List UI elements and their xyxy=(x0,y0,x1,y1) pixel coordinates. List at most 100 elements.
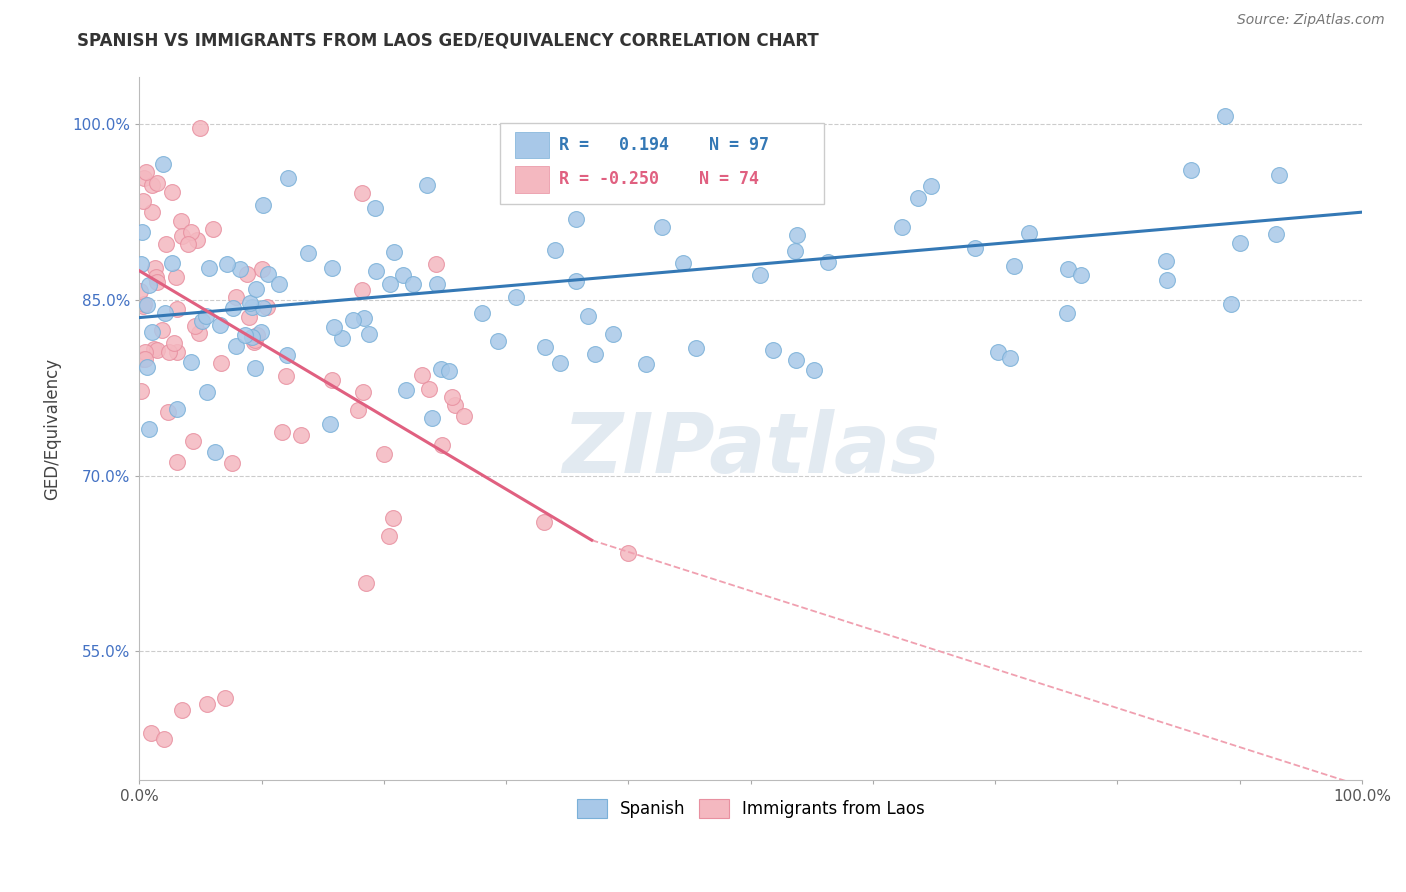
Point xyxy=(965,241,987,255)
Point xyxy=(378,529,401,543)
Point xyxy=(342,313,364,327)
Point xyxy=(166,345,188,359)
Point xyxy=(201,222,224,236)
Point xyxy=(141,726,163,740)
Point xyxy=(297,246,319,260)
FancyBboxPatch shape xyxy=(515,131,548,158)
Point xyxy=(214,691,236,706)
Point xyxy=(1070,268,1092,282)
Point xyxy=(195,384,218,399)
Point xyxy=(136,298,159,312)
Point xyxy=(651,220,673,235)
Point xyxy=(395,383,418,397)
Point xyxy=(250,262,273,277)
Point xyxy=(402,277,425,291)
Point xyxy=(430,361,453,376)
Point xyxy=(425,256,447,270)
Point xyxy=(269,277,291,291)
Point xyxy=(166,401,188,416)
Point xyxy=(354,575,377,590)
Point xyxy=(245,281,267,295)
Text: Source: ZipAtlas.com: Source: ZipAtlas.com xyxy=(1237,13,1385,28)
Point xyxy=(138,277,160,292)
Point xyxy=(347,402,370,417)
Point xyxy=(238,310,260,324)
Point xyxy=(471,306,494,320)
Point xyxy=(1180,163,1202,178)
Point xyxy=(143,260,166,275)
Point xyxy=(163,336,186,351)
Point xyxy=(165,270,187,285)
Text: ZIPatlas: ZIPatlas xyxy=(561,409,939,491)
Point xyxy=(373,446,395,460)
Y-axis label: GED/Equivalency: GED/Equivalency xyxy=(44,358,60,500)
Point xyxy=(319,417,342,431)
Point xyxy=(1268,168,1291,182)
Point xyxy=(270,425,292,439)
Point xyxy=(416,178,439,193)
Point xyxy=(817,254,839,268)
Point xyxy=(152,157,174,171)
Point xyxy=(235,267,257,281)
Point xyxy=(138,422,160,436)
Point xyxy=(246,327,269,342)
Point xyxy=(134,352,156,367)
Point xyxy=(132,194,155,208)
Point xyxy=(132,351,155,366)
Point xyxy=(209,318,232,332)
Point xyxy=(141,325,163,339)
Point xyxy=(128,284,150,298)
Point xyxy=(136,359,159,374)
Point xyxy=(215,256,238,270)
Point xyxy=(186,233,208,247)
Point xyxy=(1156,273,1178,287)
Point xyxy=(256,267,278,281)
Point xyxy=(134,344,156,359)
Point xyxy=(616,130,638,145)
Point xyxy=(240,330,263,344)
Point xyxy=(322,319,344,334)
Point xyxy=(290,428,312,442)
Point xyxy=(366,264,388,278)
Point xyxy=(418,382,440,396)
Point xyxy=(181,434,204,449)
Point xyxy=(380,277,402,291)
Point xyxy=(785,244,807,258)
Point xyxy=(1018,226,1040,240)
Point xyxy=(145,343,167,357)
Point xyxy=(1002,260,1025,274)
Point xyxy=(392,268,415,282)
Point xyxy=(685,342,707,356)
Point xyxy=(453,409,475,424)
Point xyxy=(135,165,157,179)
Point xyxy=(233,327,256,342)
Point xyxy=(352,186,374,200)
FancyBboxPatch shape xyxy=(515,166,548,193)
Point xyxy=(748,268,770,282)
Text: R =   0.194    N = 97: R = 0.194 N = 97 xyxy=(558,136,769,154)
Point xyxy=(153,306,176,320)
Point xyxy=(166,301,188,316)
Point xyxy=(146,275,169,289)
Point xyxy=(177,236,200,251)
Point xyxy=(277,171,299,186)
Point xyxy=(565,211,588,226)
Point xyxy=(534,341,557,355)
Point xyxy=(131,225,153,239)
Point xyxy=(170,703,193,717)
Point xyxy=(252,198,274,212)
Point xyxy=(1213,110,1236,124)
Point xyxy=(357,327,380,342)
Point xyxy=(350,283,373,297)
Point xyxy=(617,546,640,560)
Point xyxy=(432,438,454,452)
Text: SPANISH VS IMMIGRANTS FROM LAOS GED/EQUIVALENCY CORRELATION CHART: SPANISH VS IMMIGRANTS FROM LAOS GED/EQUI… xyxy=(77,31,820,49)
Point xyxy=(157,405,180,419)
Point xyxy=(330,331,353,345)
Point xyxy=(209,356,232,370)
Point xyxy=(240,300,263,314)
Point xyxy=(195,309,218,323)
Point xyxy=(190,121,212,136)
Point xyxy=(191,314,214,328)
Point xyxy=(1056,261,1078,276)
